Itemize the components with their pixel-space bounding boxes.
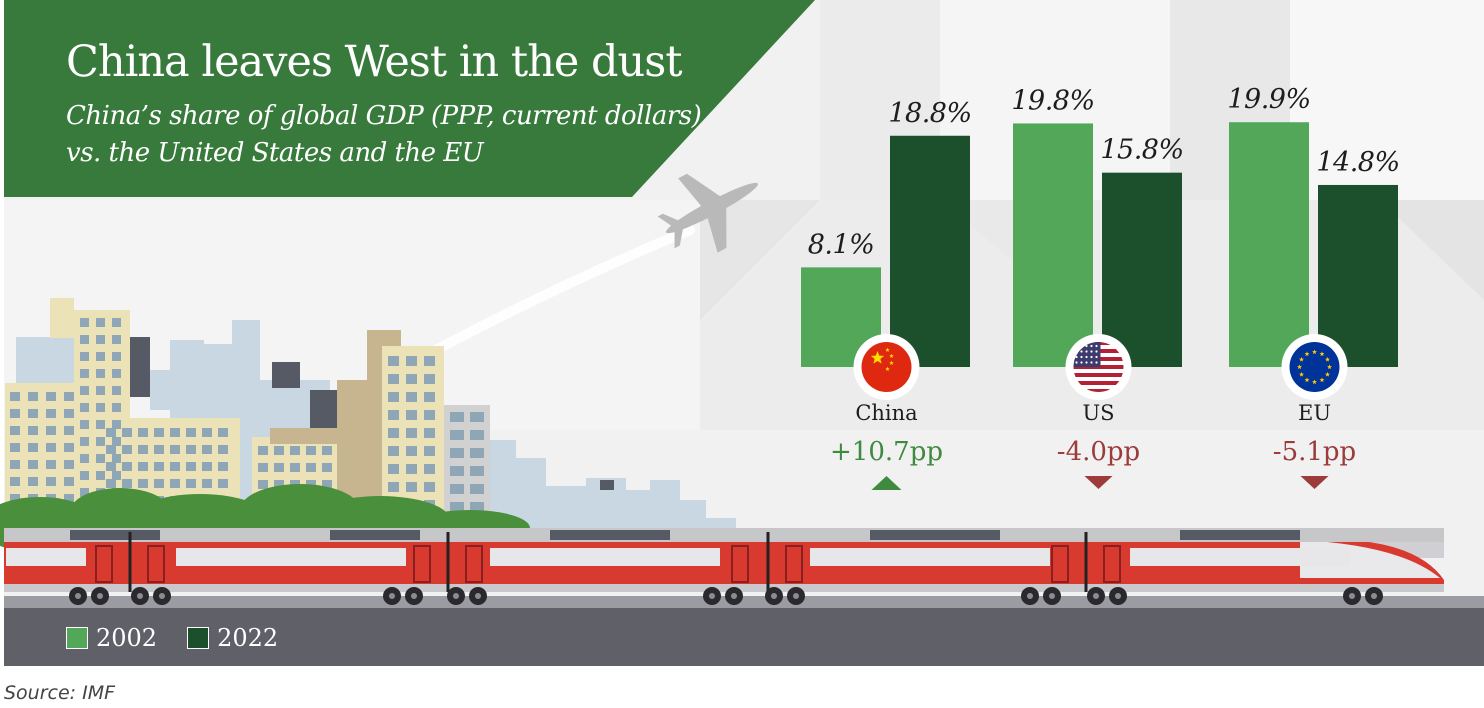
china-flag-icon (853, 334, 920, 400)
bar-eu-2002 (1229, 122, 1309, 367)
eu-flag-icon (1281, 334, 1348, 400)
arrow-down-icon (1300, 476, 1329, 489)
change-label-us: -4.0pp (1057, 437, 1140, 467)
value-label-china-2022: 18.8% (888, 98, 971, 129)
value-label-eu-2002: 19.9% (1227, 84, 1310, 115)
chart-title: China leaves West in the dust (66, 37, 683, 87)
ground (4, 608, 1484, 666)
us-flag-icon (1065, 334, 1132, 400)
airplane-icon (657, 173, 759, 253)
source-note: Source: IMF (4, 682, 116, 704)
country-label-china: China (855, 401, 917, 425)
bar-china-2022 (890, 135, 970, 367)
change-label-eu: -5.1pp (1273, 437, 1356, 467)
legend-item-2022: 2022 (187, 624, 278, 652)
value-label-us-2002: 19.8% (1011, 85, 1094, 116)
arrow-down-icon (1084, 476, 1113, 489)
title-block: China leaves West in the dust China’s sh… (66, 36, 706, 172)
legend: 2002 2022 (66, 624, 278, 652)
change-label-china: +10.7pp (830, 437, 943, 467)
legend-swatch-2002 (66, 627, 88, 649)
legend-item-2002: 2002 (66, 624, 157, 652)
legend-label-2002: 2002 (96, 624, 158, 652)
train-wheels (69, 587, 1383, 605)
value-label-china-2002: 8.1% (808, 229, 875, 260)
title-banner (4, 0, 815, 197)
chart-subtitle: China’s share of global GDP (PPP, curren… (66, 101, 702, 168)
bar-eu-2022 (1318, 184, 1398, 367)
country-label-us: US (1082, 401, 1114, 425)
rail (4, 596, 1484, 608)
bar-us-2002 (1013, 123, 1093, 368)
value-label-us-2022: 15.8% (1100, 135, 1183, 166)
bar-chart: 8.1% 18.8% China +10.7pp 19.8%15.8% US -4.0pp 1… (801, 84, 1400, 490)
train (4, 528, 1444, 592)
arrow-up-icon (871, 476, 902, 490)
country-label-eu: EU (1298, 401, 1331, 425)
value-label-eu-2022: 14.8% (1316, 147, 1399, 178)
bar-us-2022 (1102, 172, 1182, 367)
legend-label-2022: 2022 (217, 624, 279, 652)
legend-swatch-2022 (187, 627, 210, 649)
